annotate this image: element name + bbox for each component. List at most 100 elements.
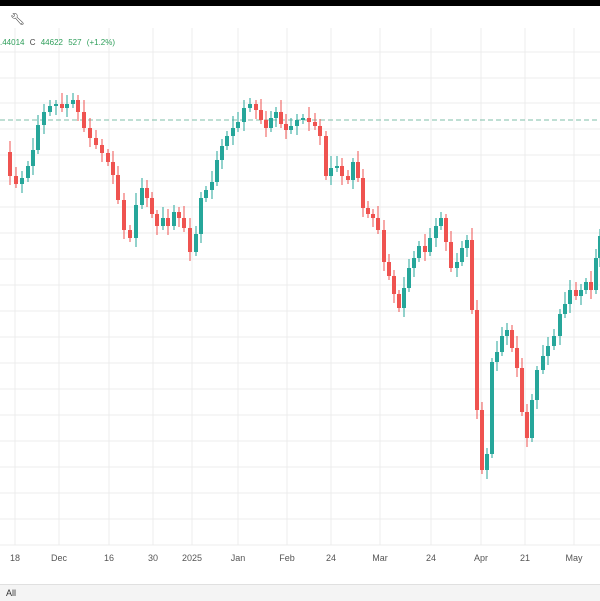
candle (204, 190, 208, 198)
candle (172, 212, 176, 226)
price-chart[interactable]: 18 Dec 16 30 2025 Jan Feb 24 Mar 24 Apr 21 May (0, 0, 600, 584)
ohlc-close-label: C (29, 38, 36, 47)
candle (26, 166, 30, 178)
candle (106, 153, 110, 162)
candle (269, 118, 273, 128)
candle (65, 104, 69, 108)
candle (264, 120, 268, 128)
candle (145, 188, 149, 198)
candle (329, 168, 333, 176)
candle (568, 290, 572, 304)
candle (140, 188, 144, 205)
candle (295, 120, 299, 126)
candle (475, 310, 479, 410)
candle (340, 166, 344, 176)
candle (525, 412, 529, 438)
ohlc-legend: .44014 C 44622 527 (+1.2%) (0, 38, 118, 47)
candle (356, 162, 360, 178)
candle (166, 218, 170, 226)
candle (324, 136, 328, 176)
candle (407, 268, 411, 288)
candle (412, 258, 416, 268)
candle (495, 352, 499, 362)
candle (574, 290, 578, 296)
candle (546, 346, 550, 356)
candle (598, 236, 600, 258)
candle (563, 304, 567, 314)
candle (54, 104, 58, 106)
candle (515, 348, 519, 368)
candle (346, 176, 350, 180)
x-tick-label: 2025 (182, 553, 202, 563)
candle (465, 240, 469, 248)
chart-toolbar: 🔧︎ (0, 6, 600, 30)
candle (31, 150, 35, 166)
candle (254, 104, 258, 110)
candle (455, 262, 459, 268)
candle (535, 370, 539, 400)
candle (552, 336, 556, 346)
candle (428, 238, 432, 252)
candle (392, 276, 396, 294)
candle (449, 242, 453, 268)
candle (279, 112, 283, 124)
candle (161, 218, 165, 226)
wrench-icon[interactable]: 🔧︎ (10, 12, 26, 26)
candle (284, 124, 288, 130)
candle (242, 108, 246, 122)
candle (60, 104, 64, 108)
candle (439, 218, 443, 226)
candle (480, 410, 484, 470)
candle (594, 258, 598, 290)
candle (42, 112, 46, 125)
candle (220, 146, 224, 160)
candle (505, 330, 509, 336)
candle (397, 294, 401, 308)
candle (351, 162, 355, 180)
ohlc-close-value: 44622 (40, 38, 63, 47)
candle (20, 178, 24, 184)
x-tick-label: Dec (51, 553, 68, 563)
candle (82, 112, 86, 128)
candle (460, 248, 464, 262)
candle (94, 138, 98, 145)
candle (402, 288, 406, 308)
ohlc-low-value: .44014 (0, 38, 25, 47)
x-tick-label: Feb (279, 553, 295, 563)
candle (248, 104, 252, 108)
candle (225, 136, 229, 146)
candle (541, 356, 545, 370)
candle (335, 166, 339, 168)
candle (361, 178, 365, 208)
candle (376, 218, 380, 230)
candle (177, 212, 181, 218)
x-tick-label: Jan (231, 553, 246, 563)
candle (122, 200, 126, 230)
candle (307, 118, 311, 122)
candle (71, 100, 75, 104)
candle (8, 152, 12, 176)
candle (520, 368, 524, 412)
candle (589, 282, 593, 290)
candle (182, 218, 186, 228)
candle (470, 240, 474, 310)
x-tick-label: 18 (10, 553, 20, 563)
candle (236, 122, 240, 128)
candle (313, 122, 317, 126)
candle (14, 176, 18, 184)
range-all-button[interactable]: All (6, 588, 17, 598)
candle (155, 214, 159, 226)
candle (301, 118, 305, 120)
candle (584, 282, 588, 290)
candle (490, 362, 494, 454)
window-top-bar (0, 0, 600, 6)
candle (318, 126, 322, 136)
candle (231, 128, 235, 136)
x-tick-label: 16 (104, 553, 114, 563)
candle (100, 145, 104, 153)
x-tick-label: 30 (148, 553, 158, 563)
candle (444, 218, 448, 242)
candle (134, 205, 138, 238)
candle (289, 126, 293, 130)
candle (116, 175, 120, 200)
